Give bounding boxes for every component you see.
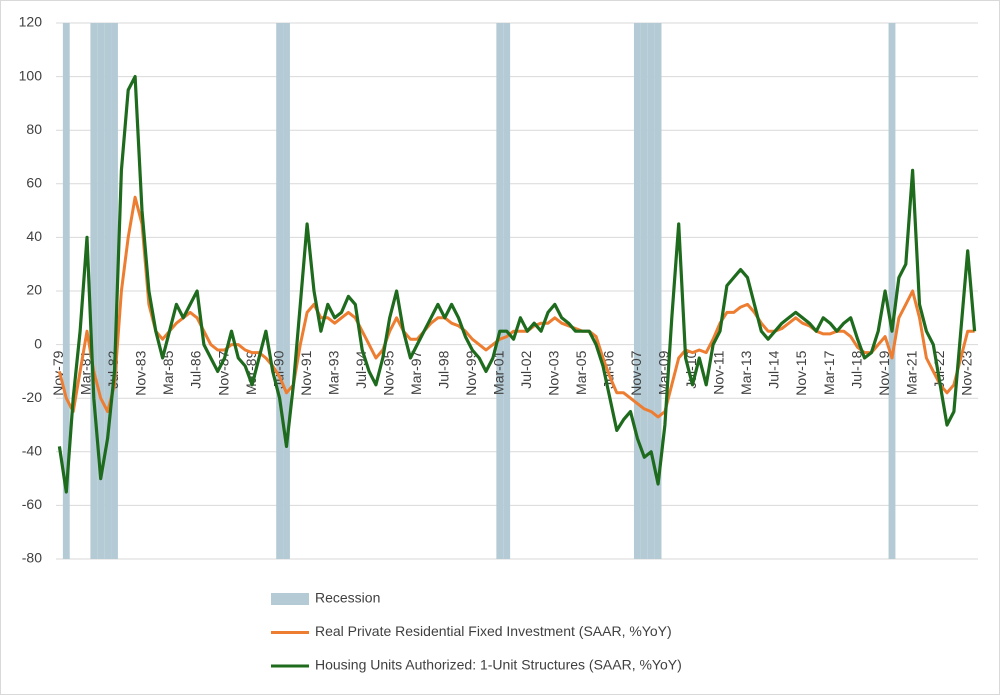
x-tick-label: Jul-02 (518, 350, 534, 388)
x-tick-label: Mar-89 (243, 350, 259, 395)
legend-swatch (271, 593, 309, 605)
recession-bar (640, 23, 648, 559)
x-tick-label: Nov-11 (711, 350, 727, 394)
x-tick-label: Nov-95 (380, 350, 396, 395)
recession-bar (97, 23, 105, 559)
x-tick-label: Mar-85 (160, 350, 176, 395)
y-tick-label: 40 (26, 228, 42, 244)
x-tick-label: Nov-15 (793, 350, 809, 395)
recession-bar (633, 23, 641, 559)
y-tick-label: 0 (34, 335, 42, 351)
x-tick-label: Mar-01 (491, 350, 507, 395)
y-tick-label: -60 (22, 496, 42, 512)
recession-bar (503, 23, 511, 559)
x-tick-label: Jul-18 (848, 350, 864, 388)
y-tick-label: 60 (26, 175, 42, 191)
legend-label: Real Private Residential Fixed Investmen… (315, 623, 672, 639)
x-tick-label: Nov-19 (876, 350, 892, 395)
y-tick-label: -20 (22, 389, 42, 405)
x-tick-label: Jul-94 (353, 350, 369, 388)
recession-bar (62, 23, 70, 559)
recession-bar (888, 23, 896, 559)
recession-bar (283, 23, 290, 559)
x-tick-label: Mar-13 (738, 350, 754, 395)
recession-bar (496, 23, 504, 559)
x-tick-label: Jul-86 (188, 350, 204, 388)
recession-bar (90, 23, 98, 559)
x-tick-label: Nov-23 (958, 350, 974, 395)
y-tick-label: -40 (22, 443, 42, 459)
y-tick-label: 80 (26, 121, 42, 137)
legend-label: Recession (315, 590, 380, 606)
x-tick-label: Nov-03 (546, 350, 562, 395)
x-tick-label: Mar-97 (408, 350, 424, 395)
x-tick-label: Nov-07 (628, 350, 644, 395)
y-tick-label: 20 (26, 282, 42, 298)
line-series (57, 75, 977, 494)
x-tick-label: Nov-87 (215, 350, 231, 395)
x-tick-label: Mar-21 (903, 350, 919, 395)
x-tick-label: Mar-17 (821, 350, 837, 395)
legend-label: Housing Units Authorized: 1-Unit Structu… (315, 657, 682, 673)
x-tick-label: Mar-93 (325, 350, 341, 395)
recession-bar (111, 23, 118, 559)
recession-bar (654, 23, 662, 559)
x-tick-label: Jul-14 (766, 350, 782, 388)
y-tick-label: -80 (22, 550, 42, 566)
recession-bar (647, 23, 655, 559)
y-tick-label: 120 (19, 14, 43, 30)
x-tick-label: Nov-99 (463, 350, 479, 395)
x-tick-label: Nov-83 (133, 350, 149, 395)
x-tick-label: Jul-98 (435, 350, 451, 388)
recession-bar (104, 23, 112, 559)
y-tick-label: 100 (19, 67, 43, 83)
recession-bar (276, 23, 284, 559)
x-tick-label: Nov-91 (298, 350, 314, 395)
x-tick-label: Mar-05 (573, 350, 589, 395)
